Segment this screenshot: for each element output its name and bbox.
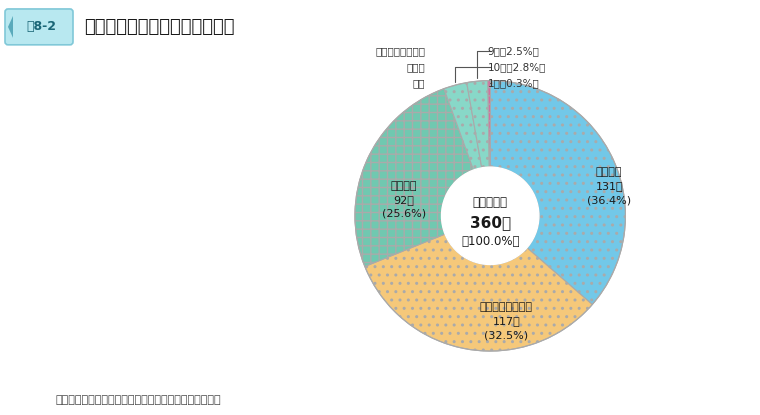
Text: 9人（2.5%）: 9人（2.5%）	[487, 46, 540, 56]
Wedge shape	[490, 81, 625, 305]
Text: 外国政府
92人
(25.6%): 外国政府 92人 (25.6%)	[382, 181, 426, 219]
Polygon shape	[8, 16, 13, 38]
Text: 指令で定める機関: 指令で定める機関	[375, 46, 426, 56]
Wedge shape	[467, 81, 489, 168]
Wedge shape	[355, 89, 473, 266]
Text: 派遣者総数: 派遣者総数	[473, 196, 508, 209]
Wedge shape	[444, 83, 482, 170]
Text: 360人: 360人	[470, 215, 511, 230]
Text: 1人（0.3%）: 1人（0.3%）	[487, 78, 540, 88]
Text: 国際連合
131人
(36.4%): 国際連合 131人 (36.4%)	[587, 167, 632, 205]
Text: 研究所: 研究所	[407, 62, 426, 72]
Text: 図8-2: 図8-2	[26, 20, 56, 33]
Text: （注）数値は端数処理の関係で合致しないものがある。: （注）数値は端数処理の関係で合致しないものがある。	[55, 395, 220, 405]
Wedge shape	[365, 234, 592, 351]
Text: （100.0%）: （100.0%）	[461, 235, 519, 248]
Wedge shape	[488, 81, 490, 167]
Text: 10人（2.8%）: 10人（2.8%）	[487, 62, 546, 72]
Text: その他の国際機関
117人
(32.5%): その他の国際機関 117人 (32.5%)	[480, 302, 533, 340]
Circle shape	[442, 167, 539, 264]
Text: 学校: 学校	[413, 78, 426, 88]
FancyBboxPatch shape	[5, 9, 73, 45]
Text: 令和元年度末派遣先機靥別状況: 令和元年度末派遣先機靥別状況	[84, 18, 235, 36]
